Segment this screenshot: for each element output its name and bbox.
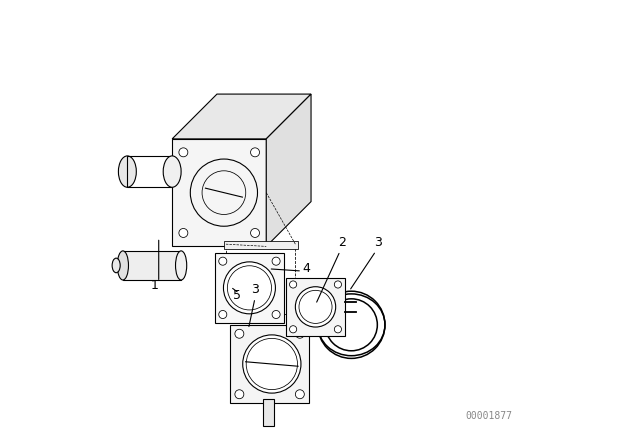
Bar — [123, 251, 181, 280]
Ellipse shape — [163, 156, 181, 187]
Circle shape — [334, 326, 342, 333]
Circle shape — [219, 257, 227, 265]
Circle shape — [272, 257, 280, 265]
Circle shape — [243, 335, 301, 393]
Circle shape — [219, 310, 227, 319]
Text: 00001877: 00001877 — [466, 411, 513, 421]
Bar — [287, 278, 344, 336]
Circle shape — [289, 326, 297, 333]
Ellipse shape — [175, 251, 187, 280]
Bar — [127, 156, 172, 187]
Text: 2: 2 — [339, 237, 346, 250]
Circle shape — [295, 329, 305, 338]
Circle shape — [179, 228, 188, 237]
Ellipse shape — [112, 258, 120, 273]
Circle shape — [334, 281, 342, 288]
Circle shape — [251, 228, 260, 237]
Circle shape — [295, 287, 336, 327]
Circle shape — [295, 390, 305, 399]
Bar — [215, 253, 284, 323]
Polygon shape — [266, 94, 311, 246]
Circle shape — [235, 390, 244, 399]
Text: 5: 5 — [233, 289, 241, 302]
Circle shape — [223, 262, 275, 314]
Circle shape — [179, 148, 188, 157]
Ellipse shape — [117, 251, 129, 280]
Ellipse shape — [118, 156, 136, 187]
Circle shape — [235, 329, 244, 338]
Bar — [263, 399, 274, 426]
Text: 1: 1 — [150, 279, 158, 292]
Bar — [230, 325, 309, 403]
Text: 4: 4 — [303, 262, 310, 275]
Polygon shape — [172, 139, 266, 246]
Text: 3: 3 — [251, 284, 259, 297]
Circle shape — [251, 148, 260, 157]
Text: 3: 3 — [374, 237, 382, 250]
Circle shape — [289, 281, 297, 288]
Polygon shape — [172, 94, 311, 139]
Bar — [224, 241, 298, 249]
Circle shape — [272, 310, 280, 319]
